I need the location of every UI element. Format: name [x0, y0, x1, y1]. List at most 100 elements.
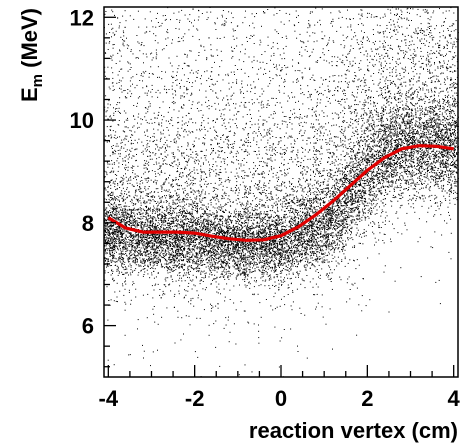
scatter-point — [324, 194, 326, 196]
scatter-point — [283, 268, 285, 269]
scatter-point — [323, 205, 325, 207]
scatter-point — [115, 300, 117, 302]
scatter-point — [159, 229, 161, 231]
scatter-point — [426, 158, 428, 160]
scatter-point — [306, 217, 308, 219]
scatter-point — [175, 249, 176, 251]
scatter-point — [427, 150, 429, 152]
scatter-point — [244, 248, 246, 250]
scatter-point — [136, 220, 138, 222]
scatter-point — [144, 248, 145, 250]
scatter-point — [382, 133, 384, 135]
scatter-point — [149, 235, 151, 237]
scatter-point — [202, 253, 204, 254]
scatter-point — [107, 264, 109, 266]
scatter-point — [437, 161, 439, 163]
scatter-point — [277, 233, 279, 235]
scatter-point — [330, 217, 332, 219]
scatter-point — [225, 203, 226, 205]
scatter-point — [424, 102, 426, 104]
scatter-point — [148, 259, 150, 261]
scatter-point — [266, 225, 268, 227]
scatter-point — [295, 239, 297, 241]
scatter-point — [125, 254, 127, 256]
scatter-point — [435, 132, 437, 134]
scatter-point — [311, 244, 313, 246]
scatter-point — [167, 234, 169, 236]
scatter-point — [407, 140, 409, 141]
scatter-point — [297, 250, 299, 252]
scatter-point — [210, 248, 211, 250]
scatter-point — [151, 212, 153, 214]
scatter-point — [324, 245, 326, 246]
scatter-point — [240, 224, 241, 226]
scatter-point — [203, 218, 205, 220]
scatter-point — [295, 246, 297, 248]
scatter-point — [337, 216, 339, 218]
scatter-point — [280, 240, 282, 242]
scatter-point — [352, 216, 354, 218]
scatter-point — [134, 262, 136, 264]
scatter-point — [266, 255, 268, 257]
scatter-point — [168, 284, 170, 286]
scatter-point — [370, 185, 371, 187]
scatter-point — [259, 256, 261, 258]
scatter-point — [105, 245, 107, 247]
scatter-point — [410, 139, 411, 140]
scatter-point — [318, 264, 320, 266]
scatter-point — [449, 202, 451, 204]
scatter-point — [225, 254, 227, 256]
scatter-point — [396, 135, 398, 137]
scatter-point — [215, 203, 217, 205]
scatter-point — [128, 213, 130, 215]
scatter-point — [195, 224, 196, 226]
scatter-point — [219, 246, 220, 248]
scatter-point — [343, 178, 345, 180]
scatter-point — [351, 161, 353, 163]
scatter-point — [382, 129, 384, 131]
scatter-point — [294, 247, 296, 249]
scatter-point — [408, 128, 410, 130]
scatter-point — [406, 115, 408, 117]
scatter-point — [219, 229, 221, 230]
scatter-point — [413, 136, 415, 137]
scatter-point — [333, 224, 334, 226]
scatter-point — [205, 247, 207, 249]
scatter-point — [199, 249, 201, 251]
scatter-point — [403, 118, 404, 120]
scatter-point — [440, 163, 442, 164]
scatter-point — [253, 219, 255, 221]
scatter-point — [437, 183, 439, 185]
scatter-point — [395, 144, 397, 146]
scatter-point — [239, 273, 241, 275]
scatter-point — [420, 167, 422, 169]
scatter-point — [196, 224, 198, 226]
scatter-point — [419, 198, 421, 200]
scatter-point — [267, 261, 269, 263]
scatter-point — [125, 243, 127, 245]
scatter-point — [361, 186, 363, 188]
scatter-point — [355, 202, 357, 203]
scatter-point — [425, 172, 427, 174]
scatter-point — [120, 220, 122, 221]
scatter-point — [427, 138, 429, 140]
scatter-point — [436, 178, 438, 180]
scatter-point — [450, 174, 452, 176]
scatter-point — [246, 257, 248, 259]
scatter-point — [423, 134, 425, 136]
scatter-point — [409, 162, 411, 164]
scatter-point — [349, 196, 351, 197]
scatter-point — [166, 239, 168, 241]
scatter-point — [448, 149, 450, 151]
scatter-point — [191, 213, 193, 215]
scatter-point — [433, 167, 435, 169]
scatter-point — [197, 263, 199, 265]
scatter-point — [338, 213, 340, 215]
scatter-point — [184, 215, 186, 217]
scatter-point — [337, 242, 338, 244]
scatter-point — [443, 154, 445, 156]
scatter-point — [212, 251, 214, 253]
scatter-point — [194, 230, 196, 232]
scatter-point — [110, 240, 112, 242]
scatter-point — [113, 203, 115, 205]
